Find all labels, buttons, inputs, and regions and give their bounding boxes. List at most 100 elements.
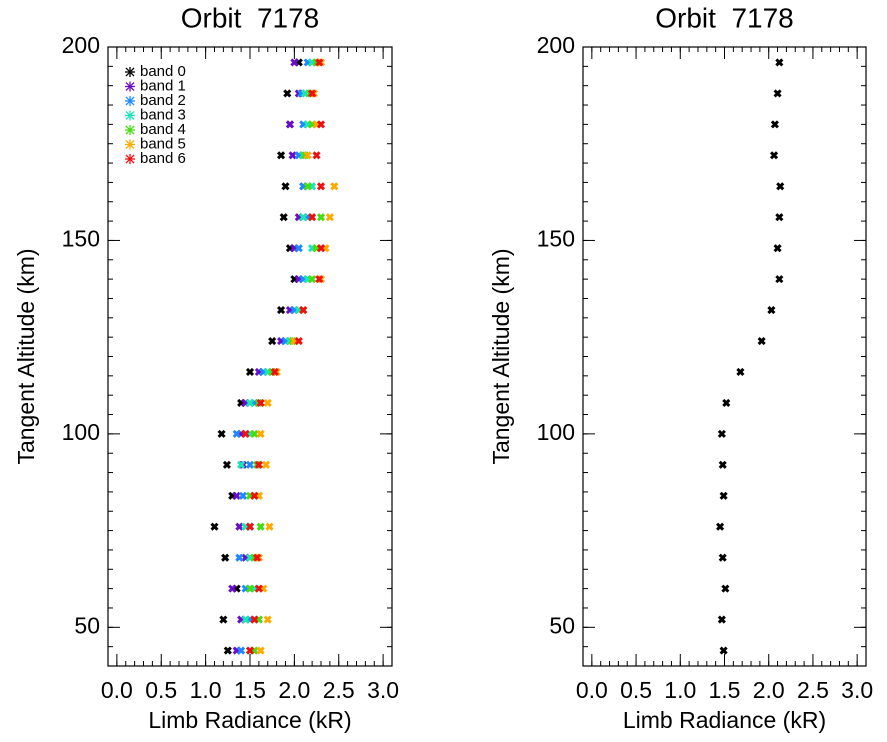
marker-stroke bbox=[719, 491, 728, 500]
data-point bbox=[221, 553, 230, 562]
marker-stroke bbox=[722, 398, 731, 407]
data-point bbox=[717, 429, 726, 438]
marker-stroke bbox=[256, 429, 265, 438]
marker-stroke bbox=[256, 398, 265, 407]
data-point bbox=[245, 646, 255, 655]
marker-stroke bbox=[288, 151, 297, 160]
data-point bbox=[281, 182, 290, 191]
data-point bbox=[219, 615, 228, 624]
marker-stroke bbox=[235, 553, 244, 562]
data-point bbox=[718, 460, 727, 469]
legend-marker bbox=[125, 110, 135, 121]
marker-stroke bbox=[235, 522, 244, 531]
marker-stroke bbox=[775, 213, 784, 222]
data-point bbox=[223, 646, 232, 655]
data-point bbox=[770, 120, 779, 129]
marker-stroke bbox=[261, 460, 271, 469]
legend-marker-stroke bbox=[125, 82, 135, 91]
marker-stroke bbox=[277, 151, 286, 160]
marker-stroke bbox=[290, 58, 299, 67]
data-point bbox=[250, 429, 259, 438]
marker-stroke bbox=[775, 275, 784, 284]
marker-stroke bbox=[330, 182, 339, 191]
marker-stroke bbox=[279, 213, 288, 222]
marker-stroke bbox=[299, 306, 308, 315]
data-point bbox=[316, 213, 326, 222]
data-point bbox=[773, 89, 782, 98]
x-tick-label: 3.0 bbox=[841, 677, 873, 703]
y-axis-label: Tangent Altitude (km) bbox=[13, 248, 39, 464]
data-point bbox=[717, 615, 726, 624]
data-point bbox=[315, 58, 324, 67]
data-point bbox=[256, 429, 265, 438]
marker-stroke bbox=[770, 120, 779, 129]
data-point bbox=[316, 120, 326, 129]
data-point bbox=[279, 213, 288, 222]
marker-stroke bbox=[717, 429, 726, 438]
data-point bbox=[245, 584, 255, 593]
marker-stroke bbox=[219, 615, 228, 624]
marker-stroke bbox=[308, 89, 317, 98]
legend-label: band 5 bbox=[140, 135, 186, 152]
data-point bbox=[277, 151, 286, 160]
chart-title: Orbit 7178 bbox=[181, 2, 320, 33]
data-point bbox=[290, 58, 299, 67]
data-point bbox=[268, 336, 277, 346]
data-point bbox=[232, 491, 241, 500]
data-point bbox=[325, 213, 334, 222]
marker-stroke bbox=[238, 491, 247, 500]
x-tick-label: 2.0 bbox=[278, 677, 310, 703]
marker-stroke bbox=[241, 429, 250, 438]
data-point bbox=[241, 429, 250, 438]
data-point bbox=[228, 584, 237, 593]
marker-stroke bbox=[721, 584, 730, 593]
data-point bbox=[241, 615, 250, 624]
x-tick-label: 0.0 bbox=[101, 677, 133, 703]
legend-marker bbox=[125, 125, 135, 135]
marker-stroke bbox=[325, 213, 334, 222]
marker-stroke bbox=[294, 244, 303, 253]
marker-stroke bbox=[294, 336, 303, 346]
x-tick-label: 1.5 bbox=[709, 677, 741, 703]
data-point bbox=[288, 151, 297, 160]
data-point bbox=[250, 615, 259, 624]
marker-stroke bbox=[315, 275, 324, 284]
x-tick-label: 1.5 bbox=[234, 677, 266, 703]
marker-stroke bbox=[237, 460, 246, 469]
data-point bbox=[254, 460, 263, 469]
marker-stroke bbox=[270, 367, 279, 377]
y-tick-label: 100 bbox=[537, 419, 575, 445]
marker-stroke bbox=[767, 306, 776, 315]
legend-marker bbox=[125, 96, 135, 106]
data-point bbox=[245, 367, 255, 377]
marker-stroke bbox=[222, 460, 231, 469]
marker-stroke bbox=[245, 522, 255, 531]
marker-stroke bbox=[253, 553, 262, 562]
plot-frame bbox=[107, 46, 393, 667]
marker-stroke bbox=[232, 429, 241, 438]
legend-marker bbox=[125, 81, 135, 92]
marker-stroke bbox=[245, 646, 255, 655]
y-tick-label: 100 bbox=[62, 419, 100, 445]
legend-label: band 0 bbox=[140, 63, 186, 80]
data-point bbox=[263, 615, 272, 624]
legend-marker bbox=[125, 154, 135, 164]
plot-frame bbox=[582, 46, 867, 667]
marker-stroke bbox=[285, 120, 294, 129]
marker-stroke bbox=[308, 275, 317, 284]
y-tick-label: 50 bbox=[74, 612, 100, 638]
data-point bbox=[245, 398, 255, 407]
data-point bbox=[303, 151, 312, 160]
data-point bbox=[775, 275, 784, 284]
data-point bbox=[775, 213, 784, 222]
marker-stroke bbox=[263, 398, 272, 407]
x-tick-label: 2.0 bbox=[753, 677, 785, 703]
x-axis-label: Limb Radiance (kR) bbox=[623, 707, 826, 733]
data-point bbox=[256, 646, 265, 655]
data-point bbox=[263, 398, 272, 407]
marker-stroke bbox=[223, 646, 232, 655]
x-tick-label: 0.5 bbox=[620, 677, 652, 703]
marker-stroke bbox=[283, 89, 292, 98]
data-point bbox=[718, 553, 727, 562]
